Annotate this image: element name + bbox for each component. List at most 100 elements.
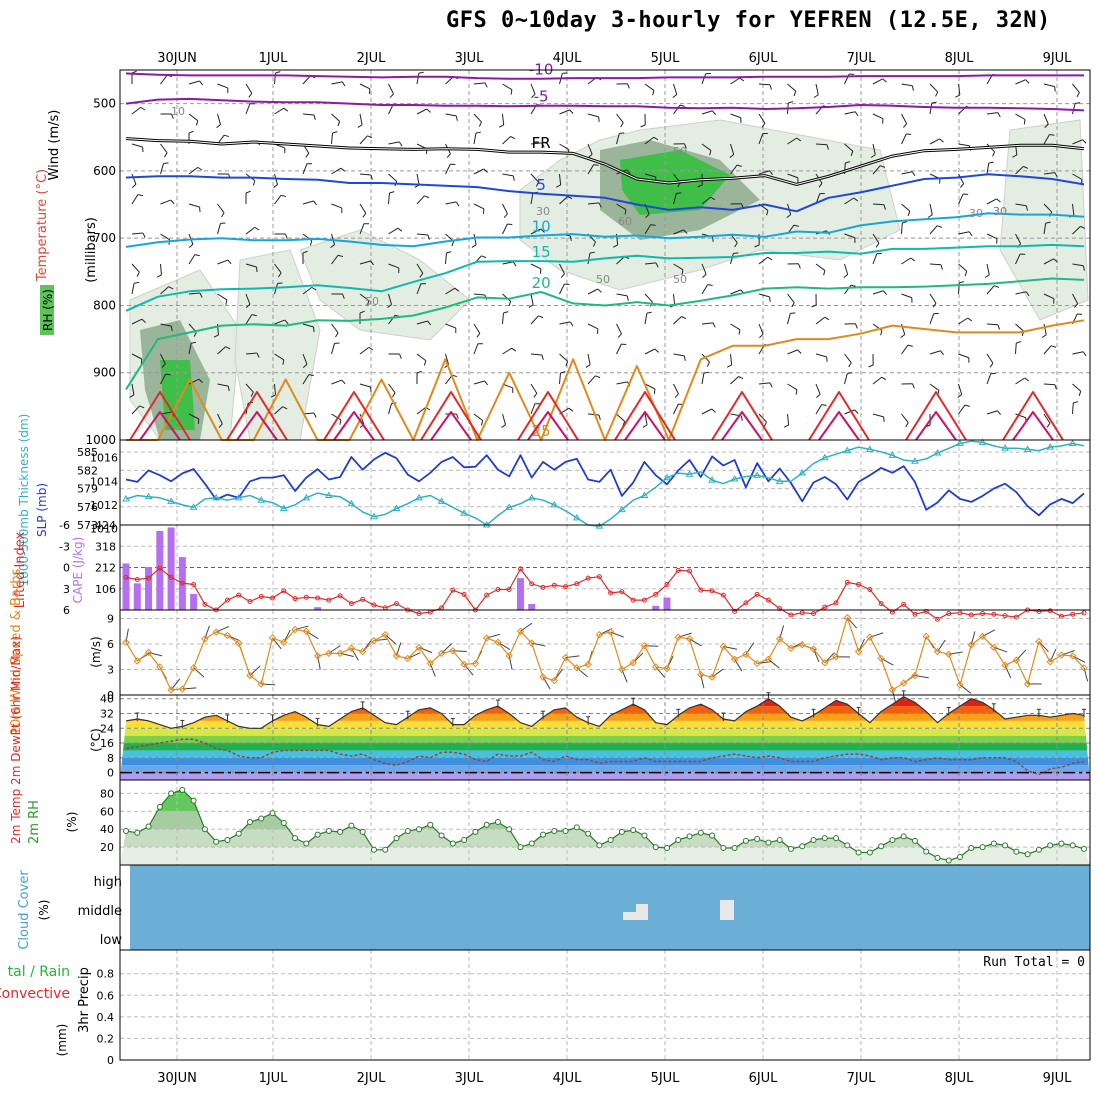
rh-marker: [686, 833, 693, 840]
pressure-tick-label: 900: [93, 366, 116, 380]
isotherm-label: 25: [532, 422, 551, 440]
rh-marker: [314, 831, 321, 838]
wind-tick-label: 3: [107, 664, 114, 677]
wind-barb-flag: [883, 290, 888, 296]
wind-barb: [331, 379, 342, 385]
isotherm-35-loop: [333, 411, 375, 441]
wind-barb: [274, 383, 276, 396]
wind-speed-marker: [494, 638, 502, 647]
wind-speed-marker: [663, 664, 671, 673]
isotherm-30-loop: [614, 391, 676, 441]
wind-barb: [701, 110, 713, 115]
wind-barb: [473, 380, 485, 385]
wind-barb-flag: [142, 232, 146, 238]
wind-barb-flag: [392, 392, 396, 398]
wind-barb-flag: [818, 182, 823, 188]
rh-marker: [258, 815, 265, 822]
wind-barb-flag: [763, 421, 767, 427]
wind-barb: [730, 253, 734, 265]
wind-barb: [245, 263, 257, 268]
slp-marker: [1023, 445, 1032, 452]
rh-marker: [810, 836, 817, 843]
pressure-tick-label: 1000: [85, 433, 116, 447]
lifted-index-marker: [371, 602, 377, 608]
slp-marker: [392, 504, 401, 511]
wind-barb: [1043, 345, 1052, 355]
rh-marker: [1047, 842, 1054, 849]
ylabel-3hr-precip: 3hr Precip: [77, 967, 92, 1033]
wind-barb-flag: [710, 196, 716, 201]
wind-speed-marker: [358, 647, 367, 656]
wind-barb: [901, 171, 913, 175]
wind-barb-flag: [740, 415, 743, 421]
slp-marker: [505, 503, 514, 510]
wind-barb-flag: [712, 236, 714, 242]
wind-barb-flag: [508, 301, 512, 307]
wind-barb: [644, 293, 653, 303]
wind-barb-flag: [880, 330, 883, 336]
lifted-index-marker: [224, 597, 230, 603]
wind-barb: [530, 228, 542, 235]
slp-marker: [324, 491, 333, 498]
temp-color-band: [120, 772, 1090, 780]
lifted-index-marker: [258, 594, 264, 600]
lifted-index-marker: [506, 586, 512, 592]
wind-barb: [872, 290, 884, 295]
legend-total-rain: tal / Rain: [8, 964, 70, 980]
date-label-bottom: 9JUL: [1043, 1071, 1073, 1086]
wind-barb: [245, 226, 256, 235]
wind-barb: [815, 316, 825, 325]
lifted-index-marker: [641, 597, 647, 603]
date-label-bottom: 1JUL: [259, 1071, 289, 1086]
wind-barb: [445, 374, 453, 385]
wind-barb: [644, 383, 656, 390]
wind-barb-flag: [510, 89, 513, 95]
rh-marker: [799, 843, 806, 850]
wind-barb: [673, 293, 676, 305]
wind-barb-flag: [512, 175, 515, 181]
wind-tick-label: 6: [107, 638, 114, 651]
wind-barb-flag: [932, 302, 937, 308]
wind-barb-flag: [620, 122, 624, 128]
wind-barb: [758, 256, 768, 265]
wind-barb-flag: [703, 371, 709, 374]
wind-barb-flag: [712, 322, 716, 328]
wind-speed-marker: [280, 638, 288, 647]
wind-barb-flag: [959, 281, 965, 284]
wind-barb-flag: [588, 153, 593, 158]
wind-barb: [388, 173, 398, 182]
wind-barb: [1015, 203, 1027, 207]
rh-contour-label: 30: [993, 205, 1007, 218]
wind-barb: [929, 293, 937, 304]
wind-barb: [160, 233, 171, 241]
ylabel-cape: CAPE (J/kg): [71, 537, 85, 604]
wind-barb: [1072, 383, 1082, 392]
slp-marker: [234, 493, 243, 501]
wind-barb: [416, 320, 428, 325]
wind-barb-flag: [1044, 123, 1049, 128]
wind-barb-flag: [813, 94, 819, 98]
lifted-index-marker: [720, 592, 726, 598]
wind-barb: [359, 293, 370, 302]
wind-barb: [1043, 323, 1047, 335]
wind-barb: [188, 203, 200, 208]
isotherm-15: [125, 243, 1085, 312]
wind-speed-marker: [246, 671, 254, 680]
slp-marker: [685, 470, 694, 477]
slp-marker: [640, 491, 649, 498]
rh-marker: [754, 836, 761, 843]
li-tick-label: 6: [63, 604, 70, 617]
wind-barb: [131, 263, 140, 273]
wind-barb-flag: [681, 316, 687, 320]
cape-bar: [145, 567, 153, 610]
wind-barb-flag: [1076, 92, 1080, 98]
lifted-index-marker: [270, 595, 276, 601]
wind-barb: [901, 344, 909, 355]
wind-barb: [245, 83, 253, 94]
wind-barb-flag: [927, 214, 933, 218]
ylabel-2m-rh: 2m RH: [27, 800, 42, 844]
wind-barb-flag: [702, 273, 707, 278]
wind-barb: [758, 323, 764, 335]
wind-barb-flag: [330, 244, 335, 248]
rh-marker: [821, 835, 828, 842]
